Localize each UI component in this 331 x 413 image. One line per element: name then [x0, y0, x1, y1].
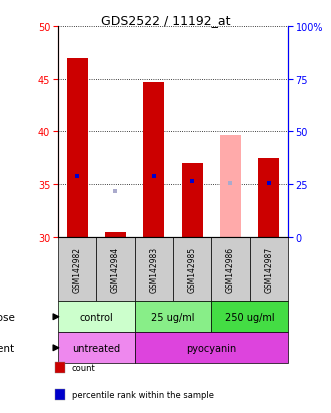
Text: dose: dose — [0, 312, 15, 322]
Text: GSM142987: GSM142987 — [264, 247, 273, 292]
Bar — [58, 237, 96, 301]
Bar — [143, 83, 164, 237]
Bar — [135, 301, 211, 332]
Bar — [250, 237, 288, 301]
Text: GSM142986: GSM142986 — [226, 247, 235, 292]
Bar — [105, 232, 126, 237]
Text: GDS2522 / 11192_at: GDS2522 / 11192_at — [101, 14, 230, 27]
Text: count: count — [72, 363, 96, 372]
Bar — [258, 159, 279, 237]
Bar — [96, 237, 135, 301]
Text: control: control — [79, 312, 113, 322]
Bar — [67, 58, 88, 237]
Text: percentile rank within the sample: percentile rank within the sample — [72, 390, 214, 399]
Bar — [135, 332, 288, 363]
Bar — [211, 237, 250, 301]
Text: GSM142982: GSM142982 — [72, 247, 82, 292]
Bar — [211, 301, 288, 332]
Bar — [135, 237, 173, 301]
Bar — [182, 164, 203, 237]
Text: GSM142983: GSM142983 — [149, 247, 158, 292]
Bar — [58, 332, 135, 363]
Text: untreated: untreated — [72, 343, 120, 353]
Bar — [173, 237, 211, 301]
Text: pyocyanin: pyocyanin — [186, 343, 236, 353]
Text: GSM142984: GSM142984 — [111, 247, 120, 292]
Text: 25 ug/ml: 25 ug/ml — [151, 312, 195, 322]
Bar — [220, 135, 241, 237]
Text: GSM142985: GSM142985 — [188, 247, 197, 292]
Bar — [58, 301, 135, 332]
Text: 250 ug/ml: 250 ug/ml — [225, 312, 274, 322]
Text: agent: agent — [0, 343, 15, 353]
